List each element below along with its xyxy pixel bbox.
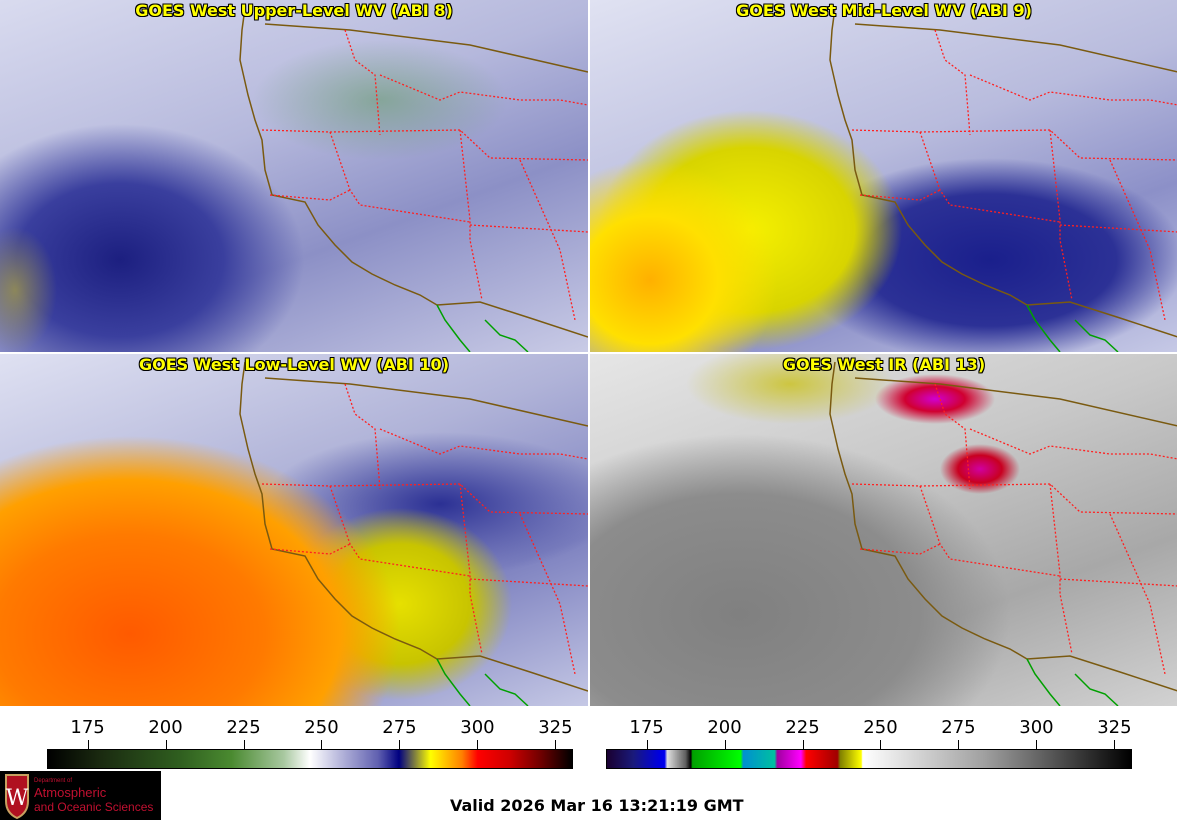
coastline [829, 361, 1028, 660]
colorbar-tick-label: 250 [863, 717, 898, 738]
colorbar-tick-label: 275 [382, 717, 417, 738]
colorbar-tick-label: 200 [707, 717, 742, 738]
colorbar-tick-label: 175 [629, 717, 664, 738]
colorbar-tick-label: 325 [538, 717, 573, 738]
uw-crest-icon: W Department of Atmospheric and Oceanic … [5, 774, 153, 820]
colorbar-tick [399, 740, 401, 749]
mexico-border [436, 655, 588, 692]
colorbar-tick [87, 740, 89, 749]
mexico-coast [1026, 658, 1119, 706]
canada-border [854, 377, 1177, 427]
colorbar-tick [321, 740, 323, 749]
state-borders [851, 29, 1177, 321]
colorbar-tick-label: 300 [460, 717, 495, 738]
svg-text:W: W [6, 786, 29, 811]
mexico-border [436, 301, 588, 338]
wv-colorbar [47, 749, 573, 769]
coastline [239, 361, 438, 660]
map-overlay [239, 361, 588, 706]
colorbar-tick [880, 740, 882, 749]
state-borders [851, 383, 1177, 675]
state-borders [261, 383, 588, 675]
svg-text:and Oceanic Sciences: and Oceanic Sciences [34, 800, 153, 814]
colorbar-tick [646, 740, 648, 749]
canada-border [264, 377, 588, 427]
mexico-border [1026, 655, 1177, 692]
map-overlay [239, 7, 588, 352]
panel-title: GOES West Upper-Level WV (ABI 8) [135, 1, 453, 20]
colorbar-tick-label: 200 [148, 717, 183, 738]
mexico-border [1026, 301, 1177, 338]
colorbar-tick-label: 175 [70, 717, 105, 738]
satellite-image [590, 354, 1177, 706]
colorbar-tick-label: 250 [304, 717, 339, 738]
colorbar-tick [555, 740, 557, 749]
satellite-image [0, 0, 588, 352]
satellite-image [590, 0, 1177, 352]
panel-low-level-wv: GOES West Low-Level WV (ABI 10) [0, 354, 588, 706]
svg-text:Atmospheric: Atmospheric [34, 785, 107, 800]
mexico-coast [436, 658, 529, 706]
map-overlay [829, 361, 1177, 706]
panel-title: GOES West Low-Level WV (ABI 10) [138, 355, 449, 374]
panel-mid-level-wv: GOES West Mid-Level WV (ABI 9) [590, 0, 1177, 352]
colorbar-tick [1114, 740, 1116, 749]
colorbar-tick [1036, 740, 1038, 749]
colorbar-tick-label: 325 [1097, 717, 1132, 738]
colorbar-tick [802, 740, 804, 749]
coastline [829, 7, 1028, 306]
colorbar-tick [243, 740, 245, 749]
colorbar-tick-label: 225 [785, 717, 820, 738]
colorbar-tick [724, 740, 726, 749]
panel-title: GOES West Mid-Level WV (ABI 9) [736, 1, 1032, 20]
mexico-coast [436, 304, 529, 352]
state-borders [261, 29, 588, 321]
panel-upper-level-wv: GOES West Upper-Level WV (ABI 8) [0, 0, 588, 352]
colorbar-tick-label: 275 [941, 717, 976, 738]
mexico-coast [1026, 304, 1119, 352]
colorbar-tick [165, 740, 167, 749]
colorbar-tick [477, 740, 479, 749]
aos-logo: W Department of Atmospheric and Oceanic … [0, 771, 161, 820]
panel-title: GOES West IR (ABI 13) [782, 355, 986, 374]
map-overlay [829, 7, 1177, 352]
coastline [239, 7, 438, 306]
svg-text:Department of: Department of [34, 778, 72, 784]
valid-time: Valid 2026 Mar 16 13:21:19 GMT [450, 796, 744, 815]
satellite-image [0, 354, 588, 706]
canada-border [854, 23, 1177, 73]
colorbar-tick-label: 225 [226, 717, 261, 738]
panel-ir: GOES West IR (ABI 13) [590, 354, 1177, 706]
colorbar-tick [958, 740, 960, 749]
ir-colorbar [606, 749, 1132, 769]
colorbar-tick-label: 300 [1019, 717, 1054, 738]
canada-border [264, 23, 588, 73]
